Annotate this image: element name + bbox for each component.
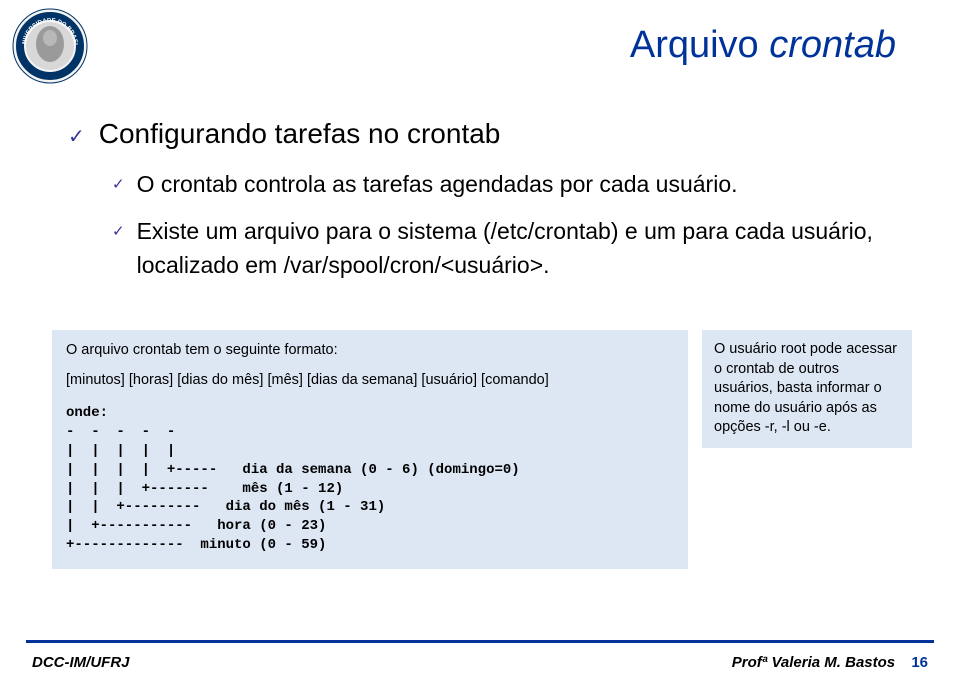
check-icon: ✓: [68, 124, 85, 149]
title-italic: crontab: [769, 24, 896, 66]
title-plain: Arquivo: [630, 24, 769, 66]
content-area: ✓ Configurando tarefas no crontab ✓ O cr…: [68, 118, 920, 296]
note-box: O usuário root pode acessar o crontab de…: [702, 330, 912, 448]
bullet-l2a-text: O crontab controla as tarefas agendadas …: [137, 168, 738, 201]
codebox-intro: O arquivo crontab tem o seguinte formato…: [66, 342, 674, 358]
footer-right: Profª Valeria M. Bastos 16: [732, 654, 928, 671]
bullet-l1-text: Configurando tarefas no crontab: [99, 118, 501, 150]
footer-author: Profª Valeria M. Bastos: [732, 654, 895, 671]
bullet-level2: ✓ Existe um arquivo para o sistema (/etc…: [112, 215, 920, 282]
footer-divider: [26, 640, 934, 643]
code-box: O arquivo crontab tem o seguinte formato…: [52, 330, 688, 569]
boxes-row: O arquivo crontab tem o seguinte formato…: [52, 330, 912, 569]
university-logo: UNIVERSIDADE DO BRASIL: [12, 8, 88, 84]
slide-title: Arquivo crontab: [630, 24, 896, 67]
page-number: 16: [911, 654, 928, 671]
check-icon: ✓: [112, 175, 125, 193]
footer-left: DCC-IM/UFRJ: [32, 654, 130, 671]
bullet-level2: ✓ O crontab controla as tarefas agendada…: [112, 168, 920, 201]
codebox-diagram: onde: - - - - - | | | | | | | | | +-----…: [66, 404, 674, 555]
codebox-format: [minutos] [horas] [dias do mês] [mês] [d…: [66, 372, 674, 388]
bullet-level1: ✓ Configurando tarefas no crontab: [68, 118, 920, 150]
check-icon: ✓: [112, 222, 125, 240]
bullet-l2b-text: Existe um arquivo para o sistema (/etc/c…: [137, 215, 920, 282]
